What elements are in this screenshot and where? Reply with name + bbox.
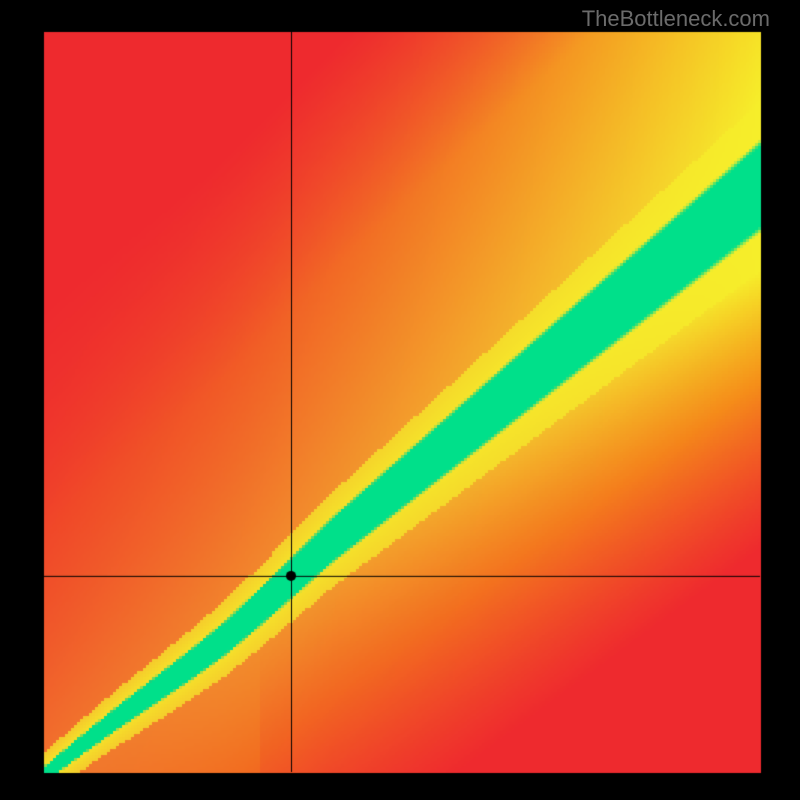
watermark: TheBottleneck.com xyxy=(582,6,770,32)
heatmap-canvas xyxy=(0,0,800,800)
